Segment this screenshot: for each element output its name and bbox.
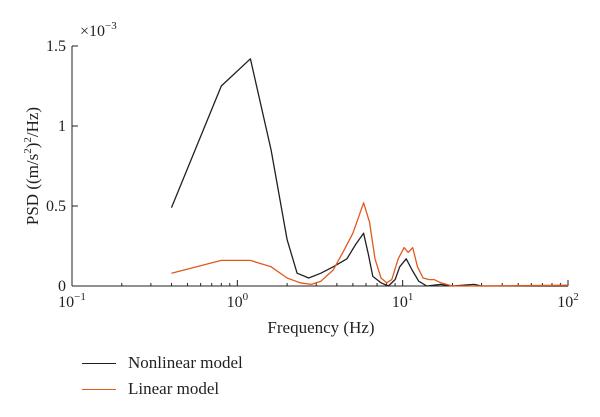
legend-label-linear: Linear model <box>128 379 220 398</box>
legend-swatch-nonlinear <box>82 362 116 364</box>
y-tick-label: 0.5 <box>46 198 66 215</box>
axes <box>71 46 568 287</box>
ticks: 10−1 100 101 102 0 0.5 1 1.5 <box>46 38 579 311</box>
x-tick-label: 10−1 <box>58 291 86 311</box>
y-tick-label: 1.5 <box>46 38 66 55</box>
x-tick-label: 101 <box>392 291 414 311</box>
y-tick-label: 0 <box>58 278 66 295</box>
x-tick-label: 102 <box>557 291 579 311</box>
legend-swatch-linear <box>82 388 116 390</box>
y-axis-multiplier: ×10−3 <box>80 20 117 40</box>
series-line-linear <box>171 202 569 287</box>
y-axis-label: PSD ((m/s2)2/Hz) <box>22 107 42 225</box>
legend-label-nonlinear: Nonlinear model <box>128 353 243 372</box>
x-axis-label: Frequency (Hz) <box>267 318 374 337</box>
x-tick-label: 100 <box>227 291 249 311</box>
legend-item-nonlinear: Nonlinear model <box>82 350 243 376</box>
series-lines <box>170 58 569 287</box>
legend: Nonlinear model Linear model <box>82 350 243 402</box>
y-tick-label: 1 <box>58 118 66 135</box>
legend-item-linear: Linear model <box>82 376 243 402</box>
series-line-nonlinear <box>170 58 568 287</box>
